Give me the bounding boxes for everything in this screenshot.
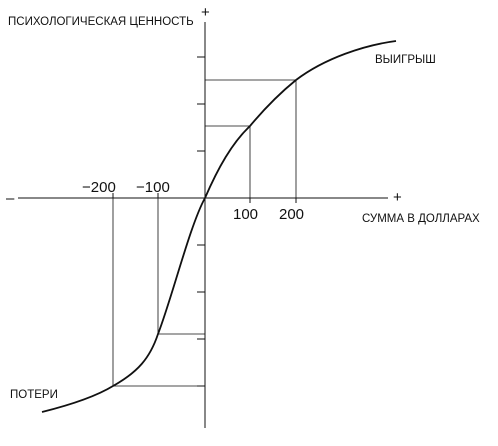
y-axis-ticks [197,56,205,387]
tick-label-200: 200 [279,206,304,223]
x-axis-label: СУММА В ДОЛЛАРАХ [362,213,480,225]
tick-label-neg-100: −100 [136,179,170,196]
y-axis-label: ПСИХОЛОГИЧЕСКАЯ ЦЕННОСТЬ [8,16,194,28]
minus-left-sign: – [6,190,15,207]
loss-guides [112,198,205,387]
value-curve [41,40,397,413]
tick-label-100: 100 [233,206,258,223]
plus-right-sign: + [393,189,402,206]
tick-label-neg-200: −200 [82,179,116,196]
gain-guides [205,79,297,198]
plus-top-sign: + [201,4,210,21]
losses-label: ПОТЕРИ [10,389,58,401]
x-axis-ticks [112,193,297,203]
gain-100-guide [205,125,251,198]
gain-200-guide [205,79,297,198]
loss-200-guide [112,198,205,387]
gains-label: ВЫИГРЫШ [375,54,436,66]
